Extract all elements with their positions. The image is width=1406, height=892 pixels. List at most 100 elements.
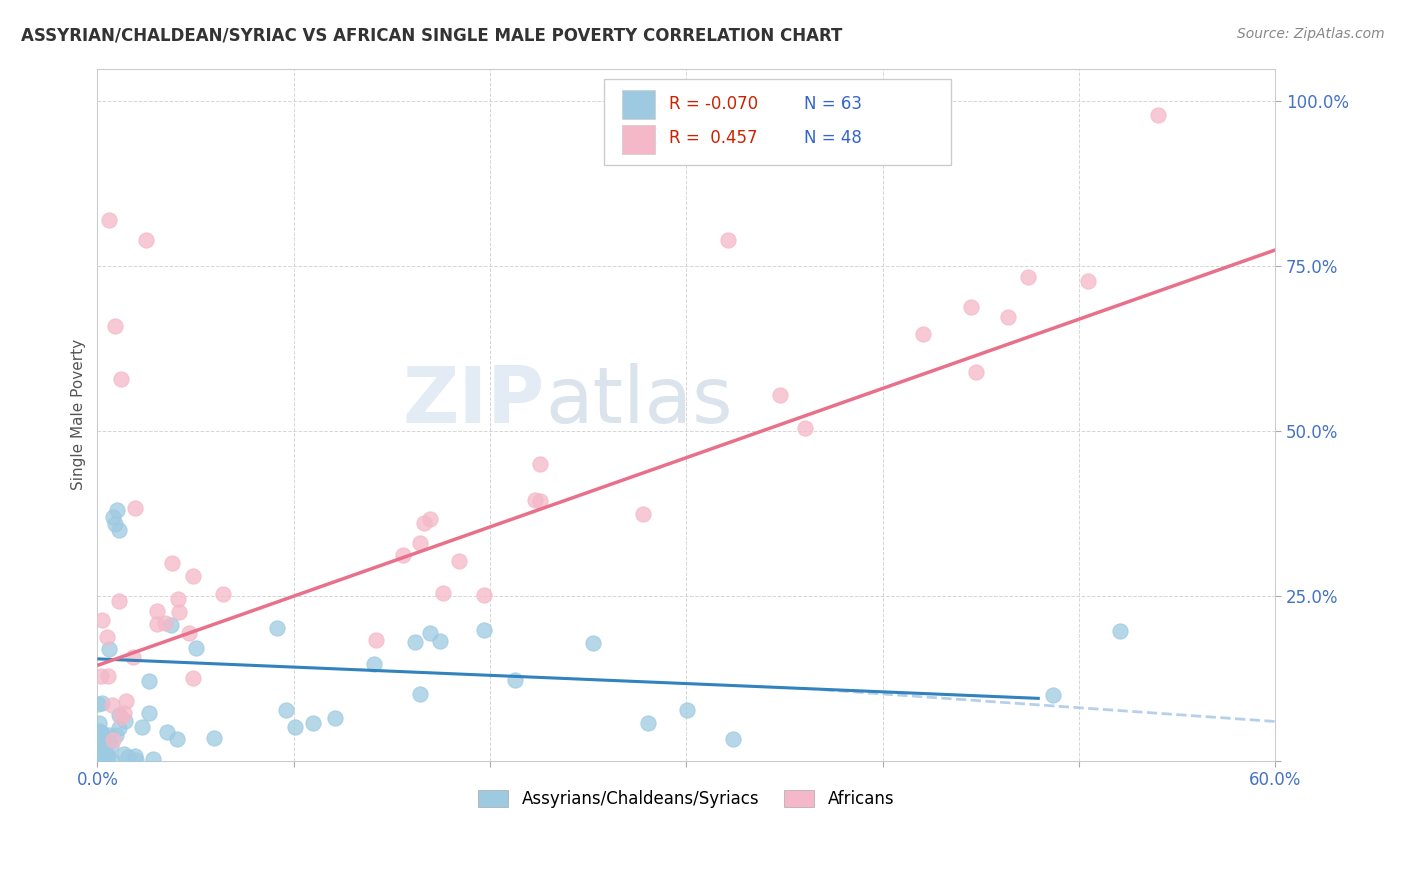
Point bbox=[408, 687, 430, 701]
Point bbox=[96, 630, 118, 644]
Point bbox=[769, 387, 792, 401]
Bar bbox=[621, 125, 655, 153]
Point bbox=[721, 732, 744, 747]
Point bbox=[408, 535, 430, 549]
Point bbox=[960, 300, 983, 314]
Point bbox=[211, 587, 233, 601]
Point bbox=[1042, 689, 1064, 703]
Point bbox=[524, 492, 547, 507]
Text: N = 63: N = 63 bbox=[804, 95, 862, 113]
Text: ZIP: ZIP bbox=[402, 363, 546, 439]
Point bbox=[97, 735, 120, 749]
Point bbox=[125, 753, 148, 767]
Point bbox=[274, 703, 297, 717]
Point bbox=[156, 724, 179, 739]
Point bbox=[108, 523, 131, 537]
Point bbox=[90, 744, 112, 758]
Point bbox=[90, 724, 112, 739]
Point bbox=[93, 734, 115, 748]
Point bbox=[503, 673, 526, 687]
Point bbox=[89, 716, 111, 731]
Text: atlas: atlas bbox=[546, 363, 733, 439]
Point bbox=[110, 371, 132, 385]
Point bbox=[108, 708, 131, 723]
Point bbox=[166, 592, 188, 607]
Point bbox=[94, 749, 117, 764]
Point bbox=[142, 751, 165, 765]
Point bbox=[1146, 108, 1168, 122]
Point bbox=[97, 728, 120, 742]
Point bbox=[184, 641, 207, 656]
Point bbox=[363, 657, 385, 672]
Point bbox=[145, 617, 167, 632]
Point bbox=[181, 671, 204, 685]
Point bbox=[676, 703, 699, 717]
Point bbox=[301, 716, 323, 731]
Point bbox=[104, 318, 127, 333]
Point bbox=[105, 503, 128, 517]
Point bbox=[101, 698, 124, 712]
Point bbox=[1077, 275, 1099, 289]
Point bbox=[419, 626, 441, 640]
Point bbox=[474, 588, 496, 602]
Text: R =  0.457: R = 0.457 bbox=[669, 129, 758, 147]
Point bbox=[108, 722, 131, 736]
Text: Source: ZipAtlas.com: Source: ZipAtlas.com bbox=[1237, 27, 1385, 41]
Point bbox=[108, 593, 131, 607]
Point bbox=[105, 728, 128, 742]
Point bbox=[582, 635, 605, 649]
Point bbox=[98, 213, 121, 227]
Point bbox=[93, 742, 115, 756]
Point bbox=[364, 632, 387, 647]
Point bbox=[717, 233, 740, 247]
Text: ASSYRIAN/CHALDEAN/SYRIAC VS AFRICAN SINGLE MALE POVERTY CORRELATION CHART: ASSYRIAN/CHALDEAN/SYRIAC VS AFRICAN SING… bbox=[21, 27, 842, 45]
Point bbox=[93, 747, 115, 761]
Text: R = -0.070: R = -0.070 bbox=[669, 95, 758, 113]
Point bbox=[284, 720, 307, 734]
Point bbox=[997, 310, 1019, 325]
Point bbox=[101, 733, 124, 747]
Point bbox=[160, 556, 183, 570]
Point bbox=[472, 624, 495, 638]
Point bbox=[633, 507, 655, 521]
Point bbox=[101, 753, 124, 767]
Point bbox=[97, 748, 120, 763]
Point bbox=[112, 706, 135, 720]
Point bbox=[89, 753, 111, 767]
Point bbox=[202, 731, 225, 745]
Point bbox=[114, 714, 136, 728]
Point bbox=[89, 747, 111, 762]
Point bbox=[91, 727, 114, 741]
Point bbox=[124, 749, 146, 764]
Point bbox=[167, 605, 190, 619]
Point bbox=[104, 516, 127, 531]
Point bbox=[117, 750, 139, 764]
Point bbox=[429, 634, 451, 648]
Point bbox=[87, 698, 110, 712]
Point bbox=[90, 696, 112, 710]
Point bbox=[90, 613, 112, 627]
Point bbox=[97, 642, 120, 657]
Point bbox=[166, 731, 188, 746]
Point bbox=[413, 516, 436, 530]
Point bbox=[419, 511, 441, 525]
Point bbox=[159, 618, 181, 632]
Point bbox=[89, 736, 111, 750]
Point bbox=[121, 649, 143, 664]
Bar bbox=[621, 90, 655, 119]
Point bbox=[135, 233, 157, 247]
Point bbox=[181, 569, 204, 583]
Point bbox=[91, 753, 114, 767]
Point bbox=[911, 327, 934, 342]
Point bbox=[138, 673, 160, 688]
Point bbox=[115, 693, 138, 707]
Point bbox=[1017, 270, 1039, 285]
Point bbox=[110, 710, 132, 724]
Point bbox=[97, 668, 120, 682]
Point bbox=[100, 739, 122, 753]
Point bbox=[1109, 624, 1132, 638]
Point bbox=[112, 747, 135, 761]
Point bbox=[965, 365, 987, 379]
Point bbox=[266, 621, 288, 635]
Point bbox=[153, 615, 176, 630]
